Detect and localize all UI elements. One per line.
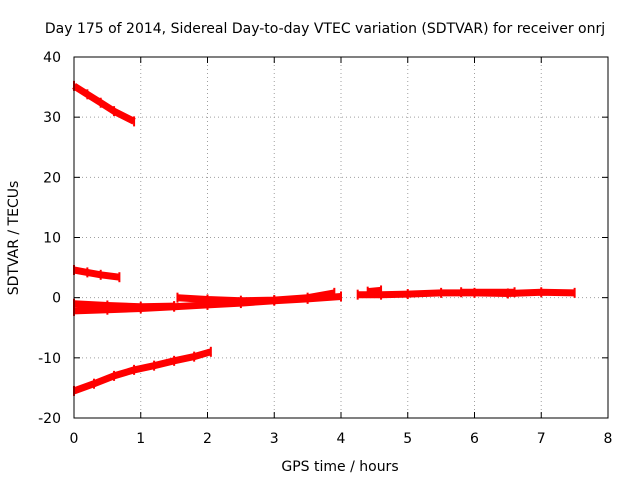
x-tick-label: 1 bbox=[136, 431, 145, 447]
y-tick-label: -20 bbox=[38, 411, 61, 427]
x-tick-label: 7 bbox=[537, 431, 546, 447]
series-line-arc-6 bbox=[72, 348, 212, 395]
y-tick-label: -10 bbox=[38, 351, 61, 367]
series-line-arc-5 bbox=[177, 289, 335, 305]
x-tick-label: 0 bbox=[70, 431, 79, 447]
series-line-arc-2 bbox=[73, 266, 120, 281]
x-tick-label: 8 bbox=[604, 431, 613, 447]
y-axis-label: SDTVAR / TECUs bbox=[6, 181, 22, 296]
y-tick-label: 10 bbox=[43, 231, 61, 247]
x-tick-label: 6 bbox=[470, 431, 479, 447]
y-tick-label: 30 bbox=[43, 110, 61, 126]
series-layer bbox=[72, 80, 576, 396]
y-tick-label: 0 bbox=[52, 291, 61, 307]
series-line-arc-8 bbox=[367, 286, 382, 296]
y-tick-label: 20 bbox=[43, 170, 61, 186]
x-tick-label: 2 bbox=[203, 431, 212, 447]
x-tick-label: 3 bbox=[270, 431, 279, 447]
x-axis-label: GPS time / hours bbox=[281, 459, 398, 475]
series-line-arc-1 bbox=[72, 82, 136, 125]
grid-layer bbox=[74, 57, 608, 418]
x-tick-label: 5 bbox=[403, 431, 412, 447]
tick-layer: 0 1 2 3 4 5 6 7 8 -20 -10 0 10 20 30 40 bbox=[38, 50, 612, 447]
x-tick-label: 4 bbox=[337, 431, 346, 447]
y-tick-label: 40 bbox=[43, 50, 61, 66]
series-line-arc-7 bbox=[357, 288, 575, 299]
chart-title: Day 175 of 2014, Sidereal Day-to-day VTE… bbox=[45, 21, 605, 37]
